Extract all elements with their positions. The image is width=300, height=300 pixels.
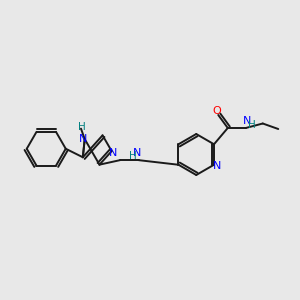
Text: H: H xyxy=(78,122,86,132)
Text: N: N xyxy=(133,148,142,158)
Text: H: H xyxy=(248,120,256,130)
Text: O: O xyxy=(212,106,220,116)
Text: H: H xyxy=(129,152,137,161)
Text: N: N xyxy=(243,116,251,126)
Text: N: N xyxy=(213,161,221,171)
Text: N: N xyxy=(109,148,117,158)
Text: N: N xyxy=(79,134,87,144)
